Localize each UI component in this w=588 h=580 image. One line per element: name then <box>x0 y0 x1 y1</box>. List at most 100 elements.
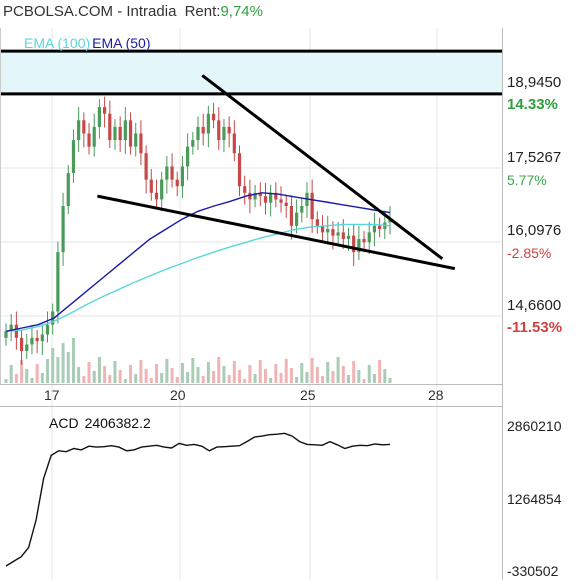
volume-bar <box>263 369 267 383</box>
y-price-1: 18,9450 <box>507 74 562 91</box>
volume-bar <box>186 372 190 383</box>
candle-body <box>45 324 50 335</box>
candle-body <box>222 126 226 141</box>
volume-bar <box>71 338 75 383</box>
volume-bar <box>118 370 122 383</box>
mode-label: Intradia <box>126 3 177 20</box>
candle-body <box>170 166 174 180</box>
x-label-25: 25 <box>300 387 316 403</box>
candle-body <box>289 206 294 226</box>
volume-bar <box>388 378 392 383</box>
volume-bar <box>56 357 60 383</box>
candle-body <box>113 126 117 141</box>
candle-body <box>243 186 247 193</box>
candle-body <box>263 196 268 203</box>
candle-body <box>346 235 351 239</box>
candle-body <box>71 140 76 174</box>
volume-bar <box>92 371 96 383</box>
candle-body <box>191 140 195 147</box>
candle-body <box>227 126 231 134</box>
candle-body <box>134 133 138 147</box>
acd-y-mid: 1264854 <box>507 491 562 507</box>
candle-body <box>326 229 330 233</box>
candle-body <box>237 153 242 187</box>
candle-body <box>144 153 148 180</box>
volume-bar <box>113 361 117 383</box>
volume-bar <box>51 348 55 383</box>
candle-body <box>253 192 257 200</box>
volume-bar <box>279 373 283 383</box>
volume-bar <box>326 362 330 383</box>
volume-bar <box>310 358 314 383</box>
volume-bar <box>362 379 366 383</box>
candle-body <box>388 219 392 223</box>
acd-line <box>5 432 391 567</box>
acd-y-top: 2860210 <box>507 418 562 434</box>
candle-body <box>92 126 96 147</box>
trendline-2 <box>201 74 444 260</box>
volume-bar <box>154 364 158 383</box>
volume-bar <box>336 357 340 383</box>
candle-body <box>66 173 70 206</box>
candle-body <box>77 120 81 141</box>
candle-body <box>269 192 273 203</box>
site-name: PCBOLSA.COM <box>3 3 114 20</box>
volume-bar <box>341 366 345 383</box>
candle-body <box>258 192 262 197</box>
volume-bar <box>222 366 226 383</box>
ema50-line <box>5 192 391 332</box>
candle-body <box>108 113 112 141</box>
candle-body <box>175 179 179 187</box>
volume-bar <box>103 366 107 383</box>
volume-bar <box>129 365 133 383</box>
candle-body <box>196 126 200 141</box>
candle-body <box>284 202 288 206</box>
legend-ema100: EMA (100) <box>24 35 91 51</box>
trendlines <box>0 49 502 271</box>
chart-legend: EMA (100) EMA (50) <box>24 35 151 51</box>
volume-bar <box>139 360 143 383</box>
candle-body <box>87 133 91 147</box>
candle-body <box>367 232 371 243</box>
candle-body <box>274 192 278 200</box>
volume-bar <box>46 359 50 383</box>
volume-bar <box>378 360 382 383</box>
candle-body <box>35 337 39 342</box>
volume-bar <box>175 377 179 383</box>
volume-bar <box>66 352 70 383</box>
header-separator: - <box>113 3 127 20</box>
candle-body <box>82 120 86 134</box>
volume-bar <box>284 359 288 383</box>
volume-bar <box>97 357 101 383</box>
acd-legend: ACD 2406382.2 <box>49 415 157 431</box>
volume-bar <box>367 365 371 383</box>
candle-body <box>9 324 13 332</box>
candle-body <box>61 206 65 253</box>
resistance-band <box>0 51 502 94</box>
candle-body <box>149 179 153 193</box>
volume-bar <box>248 365 252 383</box>
volume-bar <box>372 374 376 383</box>
volume-bar <box>35 364 39 383</box>
candle-body <box>180 166 185 187</box>
gridlines <box>0 28 502 580</box>
candle-body <box>139 133 143 154</box>
candle-body <box>206 113 210 134</box>
legend-ema50: EMA (50) <box>92 35 151 51</box>
volume-bar <box>144 369 148 383</box>
ema100-line <box>5 223 391 332</box>
volume-bar <box>383 369 387 383</box>
candle-body <box>310 192 314 220</box>
candle-body <box>300 206 304 213</box>
x-label-28: 28 <box>428 387 444 403</box>
candle-body <box>25 344 29 352</box>
candle-body <box>378 225 382 230</box>
volume-bar <box>14 374 18 383</box>
volume-bar <box>289 368 293 383</box>
candle-body <box>211 113 216 121</box>
candle-body <box>186 146 190 167</box>
volume-bar <box>160 373 164 383</box>
volume-bar <box>305 372 309 383</box>
volume-bar <box>170 368 174 383</box>
